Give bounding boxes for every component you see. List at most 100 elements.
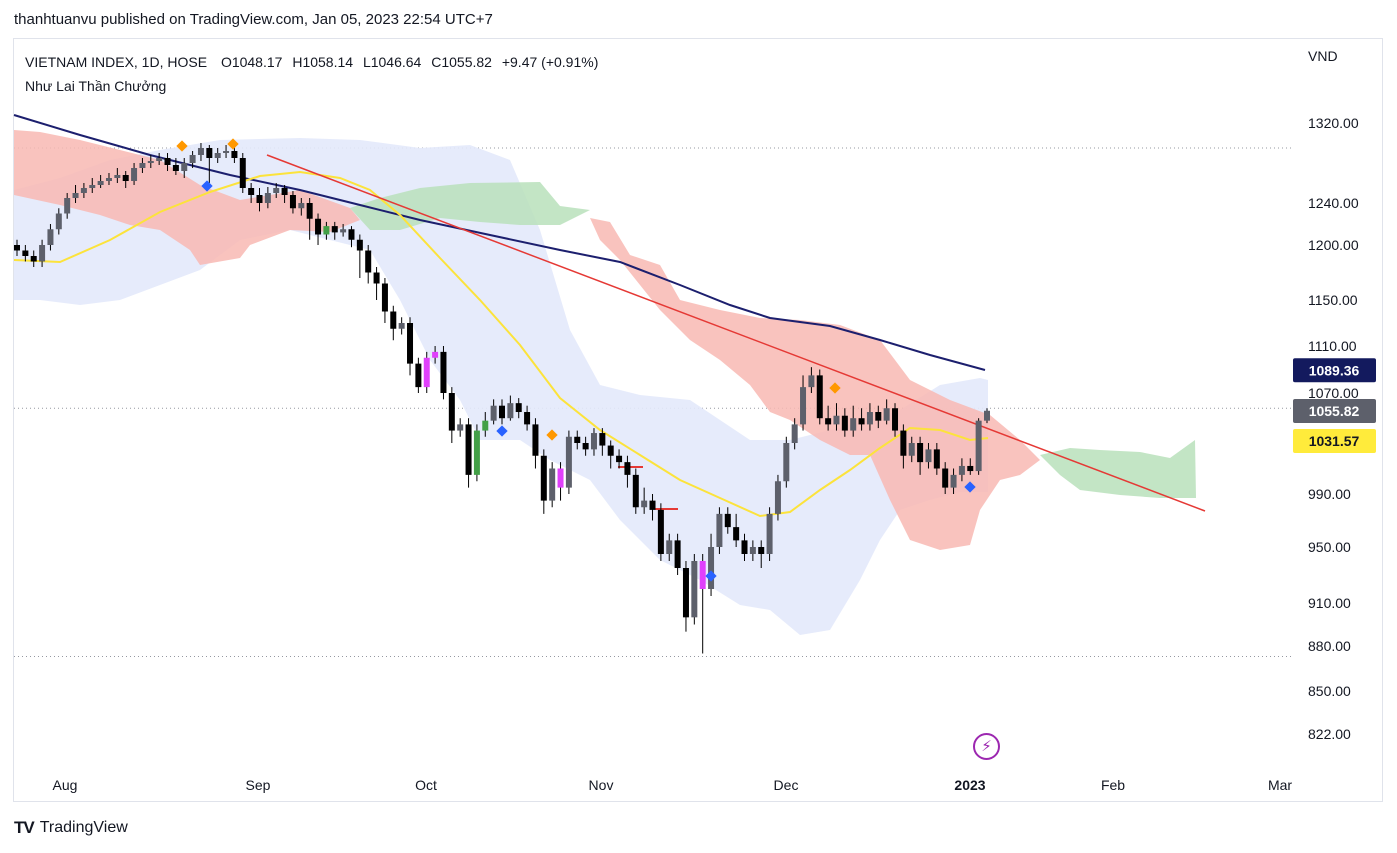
ma-yellow-line [13, 170, 989, 518]
candle-body [131, 168, 138, 181]
kumo-green-2 [1040, 440, 1196, 498]
low-value: L1046.64 [362, 54, 422, 70]
candle-body [465, 424, 472, 475]
candle-body [674, 540, 681, 568]
symbol-label[interactable]: VIETNAM INDEX, 1D, HOSE [25, 54, 208, 70]
candle-body [55, 213, 62, 230]
candle-body [499, 405, 505, 419]
candle-body [139, 163, 146, 168]
orange-diamond-marker [829, 382, 841, 394]
candle-body [97, 181, 104, 185]
tradingview-logo-icon: TV [14, 818, 35, 837]
kumo-red-2 [590, 218, 1040, 550]
candle-body [331, 226, 338, 233]
x-tick-label: Oct [415, 777, 437, 793]
y-tick-label: 822.00 [1308, 726, 1351, 742]
candle-body [557, 468, 564, 488]
candle-body [189, 155, 196, 163]
candle-body [22, 250, 29, 256]
candle-body [39, 245, 46, 262]
candle-body [724, 513, 731, 528]
price-tag-bg [1293, 358, 1376, 383]
y-tick-label: 910.00 [1308, 595, 1351, 611]
candle-body [875, 412, 882, 421]
candle-body [197, 148, 204, 155]
y-tick-label: 1240.00 [1308, 195, 1359, 211]
orange-diamond-marker [227, 138, 239, 150]
candle-body [223, 151, 230, 153]
candle-body [432, 351, 439, 358]
candle-body [398, 323, 405, 329]
y-tick-label: 1200.00 [1308, 237, 1359, 253]
blue-diamond-marker [705, 570, 717, 582]
price-tag-bg [1293, 399, 1376, 423]
candle-body [741, 540, 748, 554]
candle-body [524, 412, 531, 425]
candle-body [457, 424, 464, 431]
candle-body [691, 561, 698, 618]
candle-body [373, 272, 380, 284]
candle-body [122, 175, 129, 181]
close-value: C1055.82 [431, 54, 492, 70]
candle-body [883, 408, 890, 421]
candle-body [114, 175, 121, 178]
candle-body [925, 449, 932, 463]
candle-body [708, 547, 715, 589]
candle-body [816, 375, 823, 419]
y-tick-label: 1110.00 [1308, 338, 1357, 354]
publisher-caption: thanhtuanvu published on TradingView.com… [14, 11, 493, 28]
y-tick-label: 1150.00 [1308, 292, 1358, 308]
candle-body [599, 433, 606, 446]
candle-body [181, 163, 188, 171]
candle-body [356, 239, 363, 251]
candle-body [507, 403, 514, 419]
candle-body [147, 161, 154, 163]
candle-body [89, 185, 96, 188]
candle-body [699, 561, 706, 589]
candle-body [749, 547, 756, 554]
candle-body [298, 203, 305, 209]
candle-body [624, 462, 631, 475]
candle-body [825, 418, 832, 425]
candle-body [733, 527, 740, 541]
candle-body [607, 445, 614, 456]
candle-body [315, 218, 322, 235]
candle-body [14, 245, 20, 251]
candle-body [540, 455, 547, 501]
candle-body [448, 393, 455, 431]
price-tag-label: 1031.57 [1309, 433, 1360, 449]
x-tick-label: Sep [246, 777, 271, 793]
change-value: +9.47 (+0.91%) [501, 54, 599, 70]
candle-body [616, 455, 623, 463]
candle-body [365, 250, 372, 273]
candle-body [440, 351, 447, 393]
candle-body [47, 229, 54, 245]
lightning-icon[interactable]: ⚡ [973, 733, 1000, 760]
currency-label: VND [1308, 48, 1338, 64]
candle-body [490, 405, 497, 421]
price-tag-label: 1089.36 [1309, 362, 1360, 378]
candle-body [407, 323, 414, 364]
candle-body [657, 509, 664, 554]
candle-body [666, 540, 673, 554]
candle-body [390, 311, 397, 329]
candle-body [917, 443, 924, 463]
candle-body [164, 158, 171, 165]
candle-body [156, 158, 163, 161]
candle-body [239, 158, 246, 188]
footer-brand[interactable]: TV TradingView [14, 818, 128, 838]
candle-body [482, 420, 489, 431]
chart-frame[interactable] [13, 38, 1383, 802]
candle-body [900, 430, 907, 456]
candle-body [950, 474, 957, 488]
candle-body [231, 151, 238, 158]
candle-body [866, 412, 873, 425]
indicator-label[interactable]: Như Lai Thần Chưởng [25, 78, 167, 94]
open-value: O1048.17 [220, 54, 283, 70]
trend-line [266, 154, 1206, 512]
ma-navy-line [13, 114, 986, 371]
candle-body [289, 195, 296, 209]
candle-body [808, 375, 815, 388]
candle-body [574, 436, 581, 444]
